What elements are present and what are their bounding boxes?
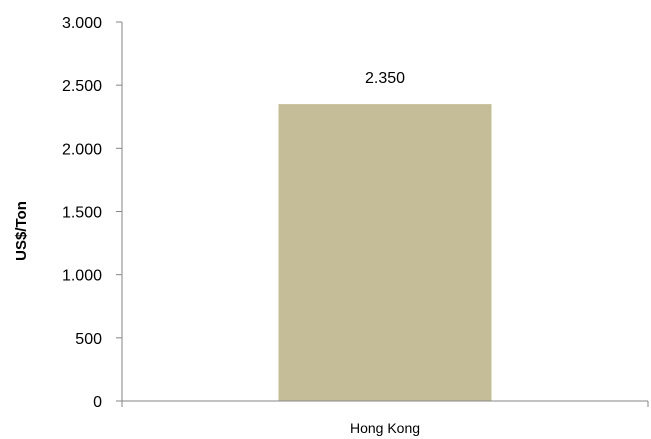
y-axis-title: US$/Ton (13, 201, 30, 261)
bar (278, 104, 492, 401)
x-axis-tick-labels: Hong Kong (350, 420, 420, 436)
x-category-label: Hong Kong (350, 420, 420, 436)
y-tick-label: 0 (93, 394, 102, 411)
y-tick-label: 1.000 (62, 268, 102, 285)
y-tick-label: 2.500 (62, 78, 102, 95)
x-axis-ticks (121, 401, 649, 407)
data-labels: 2.350 (365, 70, 405, 87)
bars (278, 104, 492, 401)
y-tick-label: 500 (75, 331, 102, 348)
y-tick-label: 3.000 (62, 15, 102, 32)
y-axis-ticks (116, 21, 122, 402)
y-tick-label: 2.000 (62, 141, 102, 158)
y-tick-label: 1.500 (62, 205, 102, 222)
bar-data-label: 2.350 (365, 70, 405, 87)
y-axis-tick-labels: 0 500 1.000 1.500 2.000 2.500 3.000 (62, 15, 102, 411)
